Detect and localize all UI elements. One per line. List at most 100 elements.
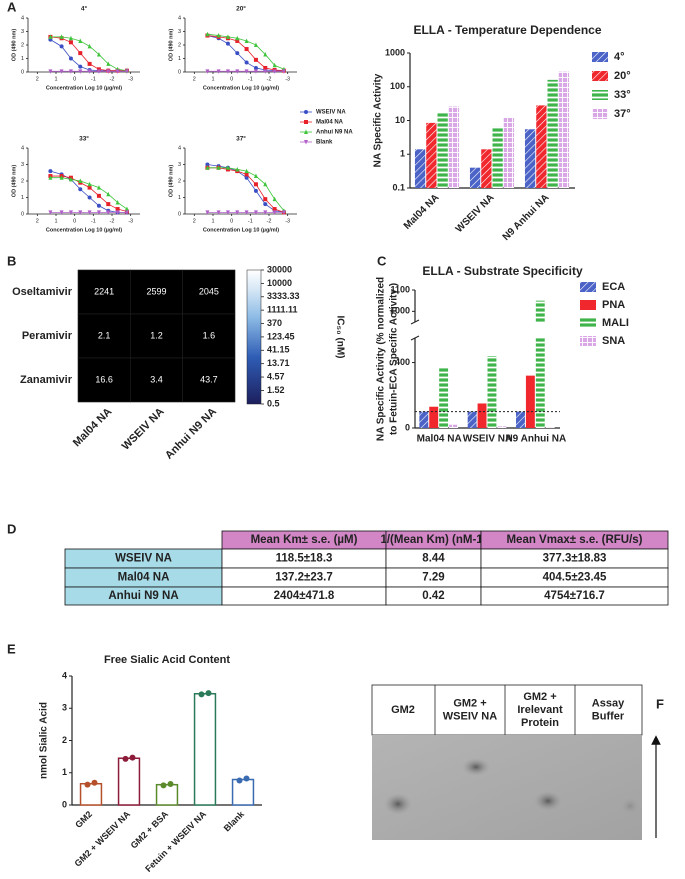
- bar: [477, 403, 487, 428]
- data-point: [205, 210, 210, 215]
- x-axis-label: Concentration Log 10 (µg/ml): [203, 227, 279, 233]
- data-point: [244, 60, 249, 65]
- y-tick-label: 0.1: [392, 182, 405, 192]
- series-line: [50, 39, 127, 72]
- x-tick-label: -3: [285, 218, 290, 224]
- chart-title: 20°: [236, 5, 246, 13]
- y-axis-label: OD (490 nm): [168, 165, 174, 198]
- panel-label: D: [7, 521, 16, 536]
- colorbar-tick-label: 30000: [267, 264, 292, 274]
- data-point: [106, 61, 111, 66]
- row-label: Zanamivir: [20, 374, 73, 386]
- x-tick-label: 0: [230, 218, 233, 224]
- data-point: [48, 34, 53, 39]
- data-point: [263, 210, 268, 215]
- legend-swatch: [592, 71, 608, 81]
- colorbar-tick-label: 123.45: [267, 331, 295, 341]
- data-point: [68, 210, 73, 215]
- data-point: [124, 69, 129, 74]
- legend-swatch: [580, 318, 596, 328]
- x-tick-label: -2: [110, 218, 115, 224]
- data-point: [68, 69, 73, 74]
- replicate-point: [122, 755, 129, 762]
- data-point: [225, 69, 230, 74]
- data-point: [87, 210, 92, 215]
- data-point: [304, 129, 308, 134]
- y-tick-label: 400: [395, 357, 410, 367]
- data-point: [78, 178, 83, 183]
- y-tick-label: 2: [62, 735, 67, 745]
- cell-text: 8.44: [422, 553, 445, 565]
- y-tick-label: 1: [400, 149, 405, 159]
- cell-text: 2404±471.8: [274, 590, 335, 602]
- replicate-point: [84, 781, 91, 788]
- data-point: [244, 175, 249, 180]
- data-point: [253, 182, 258, 187]
- header-text: Mean Vmax± s.e. (RFU/s): [506, 534, 642, 546]
- x-tick-label: WSEIV NA: [463, 434, 512, 445]
- bar: [469, 167, 481, 188]
- cell-text: 4754±716.7: [544, 590, 605, 602]
- x-tick-label: Mal04 NA: [402, 192, 442, 232]
- bar: [414, 149, 426, 188]
- chart-title: 4°: [81, 5, 88, 13]
- legend-swatch: [580, 282, 596, 292]
- cell-label: 2045: [199, 286, 219, 296]
- heatmap-cell: [77, 269, 131, 315]
- legend-swatch: [592, 109, 608, 119]
- y-tick-label: 2: [178, 42, 181, 48]
- x-tick-label: -1: [248, 76, 253, 82]
- legend-label: 33°: [614, 89, 631, 101]
- heatmap-cell: [77, 357, 131, 403]
- y-tick-label: 0: [178, 211, 181, 217]
- y-tick-label: 1: [178, 56, 181, 62]
- bar: [558, 71, 570, 188]
- data-point: [244, 168, 249, 174]
- legend-swatch: [580, 300, 596, 310]
- colorbar-tick-label: 41.15: [267, 345, 290, 355]
- data-point: [244, 210, 249, 215]
- data-point: [216, 210, 221, 215]
- colorbar-tick-label: 13.71: [267, 358, 290, 368]
- data-point: [272, 62, 277, 68]
- data-point: [225, 34, 230, 39]
- tlc-spot: [620, 797, 640, 815]
- tlc-spot: [462, 758, 490, 776]
- chart-title: 33°: [79, 135, 89, 143]
- x-tick-label: 1: [211, 218, 214, 224]
- data-point: [48, 169, 53, 174]
- y-tick-label: 1000: [390, 306, 410, 316]
- panel-label: B: [7, 253, 16, 268]
- data-point: [253, 69, 258, 74]
- y-tick-label: 1: [21, 195, 24, 201]
- lane-label: WSEIV NA: [443, 710, 497, 722]
- heatmap-cell: [130, 357, 183, 403]
- cell-text: 377.3±18.83: [543, 553, 607, 565]
- x-tick-label: -3: [285, 76, 290, 82]
- y-tick-label: 10: [395, 115, 405, 125]
- data-point: [225, 210, 230, 215]
- bar: [193, 692, 217, 806]
- legend-label: 20°: [614, 70, 631, 82]
- data-point: [253, 173, 258, 179]
- data-point: [304, 110, 308, 114]
- cell-label: 43.7: [200, 374, 218, 384]
- colorbar-tick-label: 3333.33: [267, 291, 300, 301]
- bar: [545, 427, 555, 428]
- data-point: [272, 196, 277, 202]
- x-tick-label: 1: [211, 76, 214, 82]
- y-tick-label: 0: [178, 69, 181, 75]
- data-point: [96, 67, 101, 72]
- data-point: [225, 165, 230, 170]
- data-point: [48, 69, 53, 74]
- data-point: [87, 185, 92, 190]
- x-tick-label: -3: [128, 76, 133, 82]
- legend-swatch: [580, 336, 596, 346]
- y-axis-label: nmol Sialic Acid: [39, 702, 50, 779]
- cell-label: 1.6: [203, 330, 216, 340]
- lane-label: GM2 +: [453, 697, 486, 709]
- data-point: [106, 210, 111, 215]
- axis-break: [410, 319, 420, 325]
- lane-label: GM2 +: [523, 691, 556, 703]
- replicate-point: [160, 782, 167, 789]
